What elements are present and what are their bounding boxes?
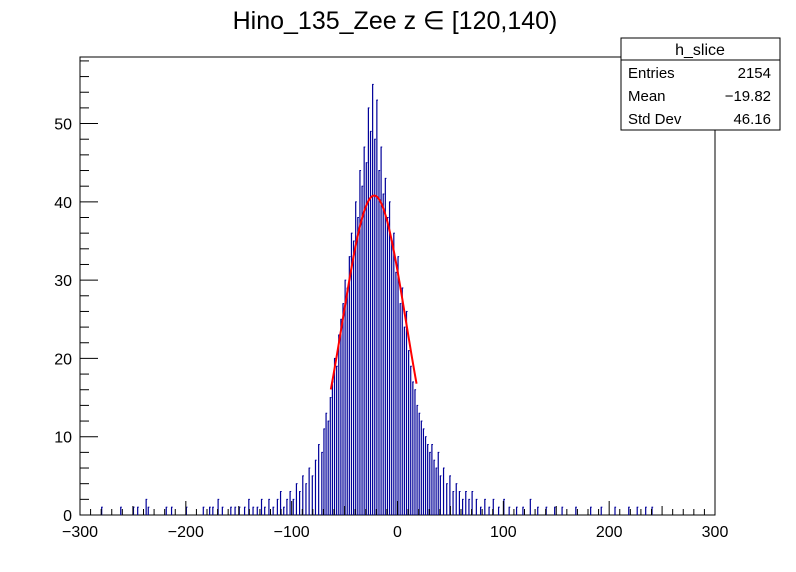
y-tick-label: 40 [54, 195, 72, 212]
stats-box-title: h_slice [675, 42, 725, 59]
x-tick-label: 0 [393, 524, 402, 541]
stats-mean-label: Mean [628, 88, 666, 105]
x-tick-label: 200 [596, 524, 623, 541]
y-tick-label: 20 [54, 351, 72, 368]
stats-mean-value: −19.82 [725, 88, 771, 105]
y-tick-label: 50 [54, 117, 72, 134]
stats-stddev-value: 46.16 [733, 111, 771, 128]
stats-box-frame [620, 37, 781, 131]
y-tick-label: 10 [54, 430, 72, 447]
x-axis: −300 −200 −100 0 100 200 300 [62, 501, 728, 541]
x-tick-label: 300 [702, 524, 729, 541]
stats-entries-value: 2154 [738, 65, 771, 82]
y-tick-label: 30 [54, 273, 72, 290]
gaussian-fit-curve [329, 194, 418, 390]
x-tick-label: −200 [168, 524, 204, 541]
stats-stddev-label: Std Dev [628, 111, 682, 128]
x-tick-label: 100 [490, 524, 517, 541]
stats-box: h_slice Entries 2154 Mean −19.82 Std Dev… [620, 37, 781, 131]
y-tick-label: 0 [63, 508, 72, 525]
x-tick-label: −300 [62, 524, 98, 541]
y-axis: 0 10 20 30 40 50 [54, 60, 98, 525]
chart-title: Hino_135_Zee z ∈ [120,140) [233, 7, 558, 35]
x-tick-label: −100 [274, 524, 310, 541]
stats-entries-label: Entries [628, 65, 675, 82]
